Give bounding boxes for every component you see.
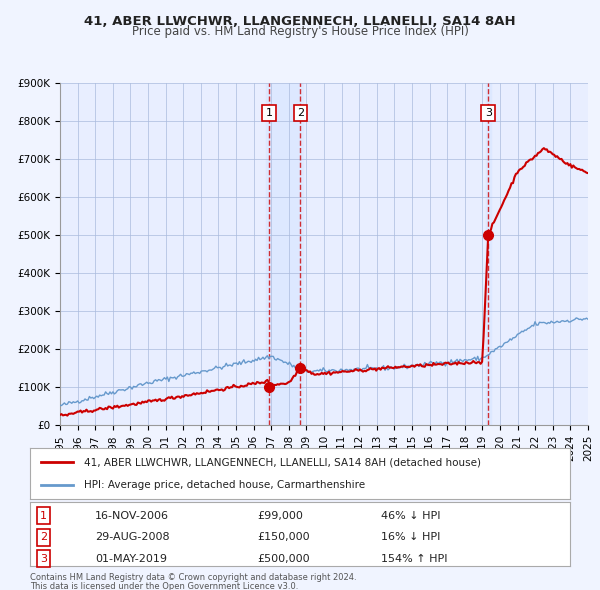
Text: 1: 1 — [266, 108, 272, 118]
Text: 16% ↓ HPI: 16% ↓ HPI — [381, 532, 440, 542]
Text: 01-MAY-2019: 01-MAY-2019 — [95, 553, 167, 563]
Bar — [485, 83, 491, 425]
Text: HPI: Average price, detached house, Carmarthenshire: HPI: Average price, detached house, Carm… — [84, 480, 365, 490]
Text: 29-AUG-2008: 29-AUG-2008 — [95, 532, 169, 542]
Bar — [266, 83, 303, 425]
Text: 41, ABER LLWCHWR, LLANGENNECH, LLANELLI, SA14 8AH (detached house): 41, ABER LLWCHWR, LLANGENNECH, LLANELLI,… — [84, 457, 481, 467]
Text: 154% ↑ HPI: 154% ↑ HPI — [381, 553, 448, 563]
Text: £150,000: £150,000 — [257, 532, 310, 542]
Text: 2: 2 — [40, 532, 47, 542]
Text: 16-NOV-2006: 16-NOV-2006 — [95, 511, 169, 521]
Text: 3: 3 — [485, 108, 492, 118]
Text: 3: 3 — [40, 553, 47, 563]
Text: Contains HM Land Registry data © Crown copyright and database right 2024.: Contains HM Land Registry data © Crown c… — [30, 573, 356, 582]
Text: £500,000: £500,000 — [257, 553, 310, 563]
Text: Price paid vs. HM Land Registry's House Price Index (HPI): Price paid vs. HM Land Registry's House … — [131, 25, 469, 38]
Text: 46% ↓ HPI: 46% ↓ HPI — [381, 511, 440, 521]
Text: 1: 1 — [40, 511, 47, 521]
Text: £99,000: £99,000 — [257, 511, 302, 521]
Text: 41, ABER LLWCHWR, LLANGENNECH, LLANELLI, SA14 8AH: 41, ABER LLWCHWR, LLANGENNECH, LLANELLI,… — [84, 15, 516, 28]
Text: 2: 2 — [297, 108, 304, 118]
Text: This data is licensed under the Open Government Licence v3.0.: This data is licensed under the Open Gov… — [30, 582, 298, 590]
